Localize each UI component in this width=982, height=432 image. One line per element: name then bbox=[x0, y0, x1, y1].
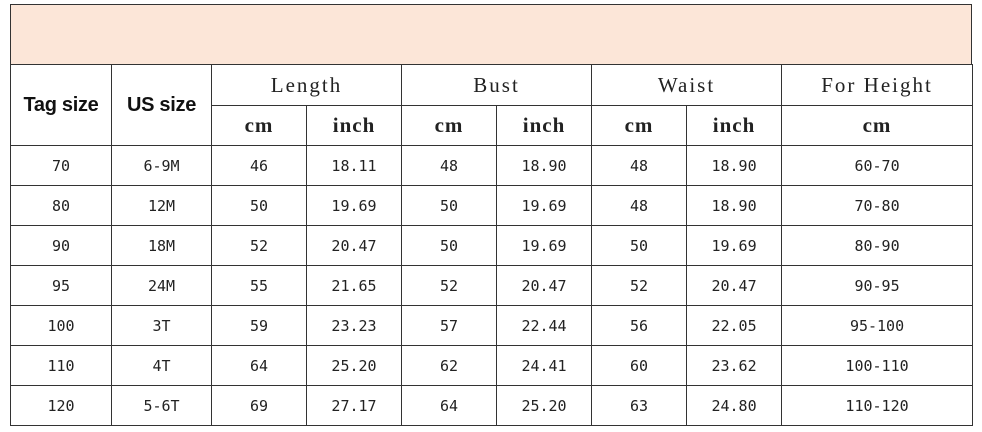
table-cell: 20.47 bbox=[305, 225, 403, 266]
table-cell: 27.17 bbox=[305, 385, 403, 426]
header-bust: Bust bbox=[401, 64, 593, 106]
table-cell: 95 bbox=[10, 265, 112, 306]
unit-cell: inch bbox=[496, 105, 593, 146]
table-cell: 48 bbox=[401, 145, 498, 186]
table-cell: 52 bbox=[401, 265, 498, 306]
header-length: Length bbox=[210, 64, 403, 106]
banner bbox=[10, 4, 972, 64]
table-row: 100 3T 59 23.23 57 22.44 56 22.05 95-100 bbox=[10, 305, 974, 346]
table-row: 120 5-6T 69 27.17 64 25.20 63 24.80 110-120 bbox=[10, 385, 974, 426]
table-cell: 100-110 bbox=[781, 345, 974, 386]
table-cell: 80-90 bbox=[781, 225, 974, 266]
table-cell: 57 bbox=[401, 305, 498, 346]
table-cell: 50 bbox=[211, 185, 307, 226]
table-body: 70 6-9M 46 18.11 48 18.90 48 18.90 60-70 80 12M 50 1… bbox=[10, 145, 974, 426]
unit-cell: inch bbox=[305, 105, 403, 146]
table-cell: 70 bbox=[10, 145, 112, 186]
table-cell: 25.20 bbox=[305, 345, 403, 386]
table-cell: 12M bbox=[111, 185, 212, 226]
table-cell: 6-9M bbox=[111, 145, 212, 186]
table-cell: 21.65 bbox=[305, 265, 403, 306]
table-cell: 22.44 bbox=[496, 305, 593, 346]
table-cell: 24.41 bbox=[496, 345, 593, 386]
table-row: 90 18M 52 20.47 50 19.69 50 19.69 80-90 bbox=[10, 225, 974, 266]
table-cell: 62 bbox=[401, 345, 498, 386]
table-cell: 63 bbox=[591, 385, 688, 426]
unit-cell: cm bbox=[781, 105, 974, 146]
table-cell: 19.69 bbox=[305, 185, 403, 226]
table-cell: 4T bbox=[111, 345, 212, 386]
table-cell: 52 bbox=[591, 265, 688, 306]
table-cell: 24M bbox=[111, 265, 212, 306]
table-cell: 60 bbox=[591, 345, 688, 386]
table-cell: 59 bbox=[211, 305, 307, 346]
table-cell: 18.90 bbox=[686, 145, 783, 186]
size-chart: Tag size US size Length Bust Waist For H… bbox=[10, 4, 974, 426]
table-row: 95 24M 55 21.65 52 20.47 52 20.47 90-95 bbox=[10, 265, 974, 306]
table-cell: 23.62 bbox=[686, 345, 783, 386]
table-cell: 90-95 bbox=[781, 265, 974, 306]
table-cell: 5-6T bbox=[111, 385, 212, 426]
table-cell: 19.69 bbox=[496, 185, 593, 226]
table-cell: 56 bbox=[591, 305, 688, 346]
header-row-groups: Tag size US size Length Bust Waist For H… bbox=[10, 64, 974, 146]
table-cell: 20.47 bbox=[686, 265, 783, 306]
header-waist: Waist bbox=[591, 64, 783, 106]
table-cell: 18.11 bbox=[305, 145, 403, 186]
table-cell: 64 bbox=[401, 385, 498, 426]
table-cell: 50 bbox=[401, 225, 498, 266]
table-cell: 70-80 bbox=[781, 185, 974, 226]
table-cell: 25.20 bbox=[496, 385, 593, 426]
table-cell: 24.80 bbox=[686, 385, 783, 426]
table-row: 80 12M 50 19.69 50 19.69 48 18.90 70-80 bbox=[10, 185, 974, 226]
table-cell: 52 bbox=[211, 225, 307, 266]
table-row: 110 4T 64 25.20 62 24.41 60 23.62 100-110 bbox=[10, 345, 974, 386]
table-cell: 120 bbox=[10, 385, 112, 426]
header-us-size: US size bbox=[111, 64, 212, 146]
table-cell: 48 bbox=[591, 185, 688, 226]
table-cell: 100 bbox=[10, 305, 112, 346]
table-cell: 18.90 bbox=[496, 145, 593, 186]
table-cell: 48 bbox=[591, 145, 688, 186]
table-cell: 64 bbox=[211, 345, 307, 386]
table-cell: 110-120 bbox=[781, 385, 974, 426]
table-cell: 46 bbox=[211, 145, 307, 186]
table-cell: 55 bbox=[211, 265, 307, 306]
table-cell: 18.90 bbox=[686, 185, 783, 226]
table-cell: 18M bbox=[111, 225, 212, 266]
table-cell: 69 bbox=[211, 385, 307, 426]
header-tag-size: Tag size bbox=[10, 64, 112, 146]
table-cell: 60-70 bbox=[781, 145, 974, 186]
table-cell: 50 bbox=[591, 225, 688, 266]
table-cell: 22.05 bbox=[686, 305, 783, 346]
table-cell: 50 bbox=[401, 185, 498, 226]
table-cell: 20.47 bbox=[496, 265, 593, 306]
unit-cell: cm bbox=[211, 105, 307, 146]
table-cell: 95-100 bbox=[781, 305, 974, 346]
table-cell: 90 bbox=[10, 225, 112, 266]
table-cell: 23.23 bbox=[305, 305, 403, 346]
header-for-height: For Height bbox=[781, 64, 974, 106]
unit-cell: cm bbox=[591, 105, 688, 146]
table-cell: 80 bbox=[10, 185, 112, 226]
size-table: Tag size US size Length Bust Waist For H… bbox=[10, 64, 974, 426]
table-cell: 110 bbox=[10, 345, 112, 386]
table-row: 70 6-9M 46 18.11 48 18.90 48 18.90 60-70 bbox=[10, 145, 974, 186]
unit-cell: inch bbox=[686, 105, 783, 146]
table-cell: 19.69 bbox=[496, 225, 593, 266]
table-cell: 3T bbox=[111, 305, 212, 346]
table-cell: 19.69 bbox=[686, 225, 783, 266]
unit-cell: cm bbox=[401, 105, 498, 146]
